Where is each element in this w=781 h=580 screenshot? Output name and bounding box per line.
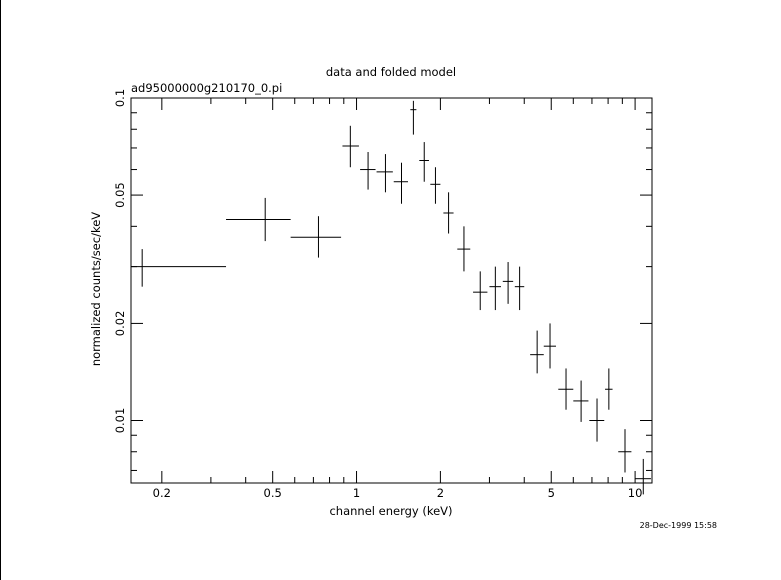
data-point <box>430 167 441 204</box>
data-point <box>543 323 556 369</box>
data-point <box>131 249 227 287</box>
data-point <box>573 380 589 422</box>
data-point <box>393 162 408 204</box>
x-tick-label: 1 <box>353 486 360 500</box>
data-point <box>376 154 393 193</box>
y-axis-label: normalized counts/sec/keV <box>89 212 103 366</box>
data-point <box>558 368 574 410</box>
data-point <box>489 266 501 311</box>
x-tick-label: 2 <box>437 486 444 500</box>
data-point <box>226 197 291 242</box>
axis-ticks <box>131 97 652 483</box>
data-points <box>131 100 651 495</box>
data-point <box>473 271 488 311</box>
chart-subtitle: ad95000000g210170_0.pi <box>131 81 282 95</box>
y-tick-label: 0.05 <box>113 182 127 208</box>
x-tick-label: 0.5 <box>264 486 282 500</box>
x-axis-label: channel energy (keV) <box>329 504 452 518</box>
data-point <box>342 125 359 168</box>
timestamp: 28-Dec-1999 15:58 <box>640 521 717 530</box>
y-tick-label: 0.02 <box>113 311 127 337</box>
data-point <box>502 262 514 304</box>
chart-title: data and folded model <box>326 65 456 79</box>
data-point <box>635 458 651 495</box>
y-tick-label: 0.1 <box>113 89 127 107</box>
y-tick-label: 0.01 <box>113 408 127 434</box>
data-point <box>290 216 342 258</box>
data-point <box>605 368 613 410</box>
x-tick-label: 5 <box>548 486 555 500</box>
plot-frame <box>130 97 653 484</box>
data-point <box>419 142 429 182</box>
data-point <box>589 398 605 442</box>
data-point <box>410 100 417 135</box>
data-point <box>514 266 525 311</box>
x-tick-label: 0.2 <box>153 486 171 500</box>
data-point <box>457 226 471 272</box>
data-point <box>530 330 544 374</box>
data-point <box>443 192 454 234</box>
data-point <box>618 429 632 473</box>
axis-tick-labels: 0.2 0.5 1 2 5 10 0.01 0.02 0.05 0.1 <box>113 89 642 500</box>
x-tick-label: 10 <box>628 486 643 500</box>
window-left-border <box>0 0 1 580</box>
data-point <box>360 152 376 190</box>
